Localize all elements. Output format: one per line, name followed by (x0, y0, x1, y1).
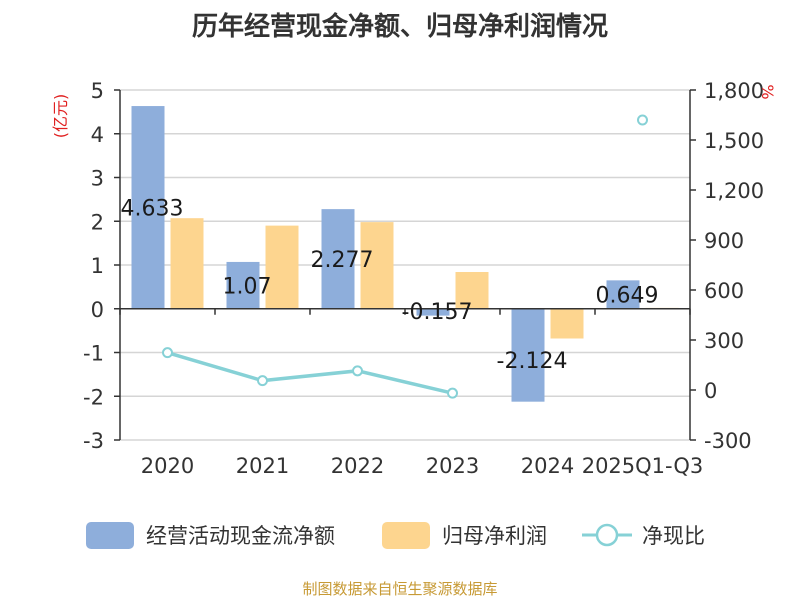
net-profit-bar (360, 222, 394, 309)
cash-flow-value-label: 2.277 (311, 248, 374, 273)
legend-swatch-ratio-marker (595, 523, 619, 547)
cash-flow-bar (606, 280, 640, 309)
x-tick-label: 2022 (331, 454, 384, 478)
cash-flow-bar (131, 106, 165, 309)
cash-flow-bar (416, 308, 450, 316)
x-tick-label: 2025Q1-Q3 (582, 454, 704, 478)
data-labels: 4.633 1.07 2.277 -0.157 -2.124 0.649 (121, 196, 659, 373)
net-profit-bar (265, 225, 299, 309)
left-tick-label: 2 (91, 210, 104, 234)
cash-flow-value-label: 1.07 (223, 274, 272, 299)
cash-flow-bar (226, 261, 260, 309)
left-tick-label: 5 (91, 79, 104, 103)
ratio-point (637, 114, 648, 126)
ratio-point (352, 365, 363, 377)
legend-swatch-net-profit (382, 522, 430, 549)
legend-swatch-cash-flow (86, 522, 134, 549)
cash-flow-value-label: -2.124 (497, 349, 568, 374)
cash-flow-bar (511, 308, 545, 402)
ratio-point (162, 347, 173, 359)
x-tick-label: 2024 (521, 454, 574, 478)
x-tick-label: 2020 (141, 454, 194, 478)
cash-flow-value-label: 0.649 (596, 284, 659, 309)
legend: 经营活动现金流净额 归母净利润 净现比 (86, 522, 705, 549)
legend-label-cash-flow: 经营活动现金流净额 (146, 524, 335, 548)
left-tick-label: -1 (83, 342, 104, 366)
cash-flow-value-label: -0.157 (402, 300, 473, 325)
x-tick-label: 2021 (236, 454, 289, 478)
cash-flow-value-label: 4.633 (121, 196, 184, 221)
ratio-line-segment (167, 350, 453, 395)
net-profit-bar (455, 272, 489, 309)
left-tick-label: 0 (91, 298, 104, 322)
left-tick-label: 4 (91, 123, 104, 147)
net-profit-bar (170, 218, 204, 309)
axes: -3 -2 -1 0 1 2 3 4 5 -300 0 300 600 900 1,200 1,500 1,80… (51, 79, 777, 478)
chart-title: 历年经营现金净额、归母净利润情况 (191, 12, 608, 42)
left-tick-label: -3 (83, 429, 104, 453)
source-note: 制图数据来自恒生聚源数据库 (302, 580, 498, 598)
left-tick-label: 3 (91, 167, 104, 191)
x-tick-label: 2023 (426, 454, 479, 478)
right-tick-label: -300 (704, 429, 752, 453)
right-tick-label: 600 (704, 279, 744, 303)
left-tick-label: -2 (83, 385, 104, 409)
left-tick-label: 1 (91, 254, 104, 278)
right-tick-label: 1,200 (704, 179, 764, 203)
ratio-point (447, 387, 458, 399)
ratio-line (162, 114, 648, 399)
legend-label-net-profit: 归母净利润 (442, 524, 547, 548)
bars (131, 106, 679, 402)
right-tick-label: 900 (704, 229, 744, 253)
right-tick-label: 0 (704, 379, 717, 403)
right-tick-label: 1,800 (704, 79, 764, 103)
right-axis-unit: % (758, 84, 777, 99)
net-profit-bar (550, 308, 584, 339)
gridlines (120, 89, 690, 441)
cash-flow-bar (321, 209, 355, 309)
left-axis-unit: (亿元) (51, 94, 70, 139)
right-tick-label: 300 (704, 329, 744, 353)
right-tick-label: 1,500 (704, 129, 764, 153)
legend-label-ratio: 净现比 (642, 524, 705, 548)
ratio-point (257, 375, 268, 387)
